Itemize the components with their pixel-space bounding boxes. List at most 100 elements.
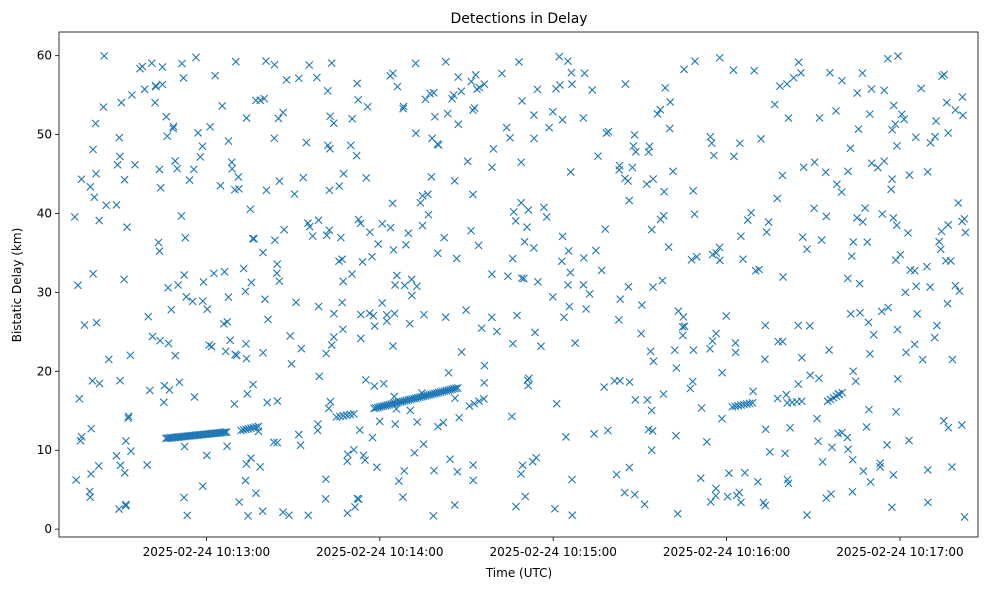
data-point — [474, 241, 483, 250]
data-point — [169, 122, 178, 131]
data-point — [640, 500, 649, 509]
data-point — [465, 402, 474, 411]
data-point — [524, 381, 533, 390]
data-point — [653, 109, 662, 118]
data-point — [851, 377, 860, 386]
data-point — [748, 398, 757, 407]
data-point — [797, 353, 806, 362]
data-point — [770, 100, 779, 109]
data-point — [709, 151, 718, 160]
data-point — [286, 331, 295, 340]
data-point — [95, 216, 104, 225]
x-tick-label: 2025-02-24 10:16:00 — [663, 545, 790, 559]
data-point — [169, 124, 178, 133]
data-point — [454, 120, 463, 129]
data-point — [325, 186, 334, 195]
data-point — [724, 469, 733, 478]
data-point — [375, 417, 384, 426]
data-point — [405, 319, 414, 328]
data-point — [173, 164, 182, 173]
data-point — [467, 226, 475, 235]
data-point — [864, 318, 873, 327]
data-point — [285, 511, 294, 520]
data-point — [227, 158, 236, 167]
data-point — [158, 80, 167, 89]
data-point — [314, 302, 323, 311]
data-point — [670, 346, 679, 355]
data-point — [778, 171, 787, 180]
data-point — [735, 139, 744, 148]
data-point — [687, 255, 696, 264]
data-point — [877, 307, 886, 316]
data-point — [690, 57, 699, 66]
data-point — [155, 247, 164, 256]
data-point — [416, 198, 425, 207]
data-point — [892, 141, 901, 150]
data-point — [861, 204, 870, 213]
data-point — [743, 216, 752, 225]
data-point — [552, 399, 561, 408]
data-point — [361, 375, 370, 384]
data-point — [844, 167, 852, 176]
data-point — [892, 407, 901, 416]
data-point — [76, 436, 85, 445]
data-point — [631, 395, 640, 404]
data-point — [327, 340, 336, 349]
data-point — [365, 228, 374, 237]
y-tick-label: 50 — [37, 128, 52, 142]
data-point — [302, 138, 311, 147]
data-point — [828, 443, 836, 452]
data-point — [947, 462, 956, 471]
data-point — [852, 213, 861, 222]
data-point — [290, 190, 299, 199]
data-point — [418, 191, 427, 200]
data-point — [507, 412, 516, 421]
data-point — [304, 511, 313, 520]
data-point — [239, 425, 248, 434]
data-point — [361, 456, 370, 465]
data-point — [944, 128, 953, 137]
data-point — [802, 245, 811, 254]
x-axis-label: Time (UTC) — [485, 566, 552, 580]
data-point — [151, 98, 160, 107]
data-point — [892, 221, 901, 230]
x-tick-label: 2025-02-24 10:14:00 — [316, 545, 443, 559]
data-point — [902, 348, 911, 357]
data-point — [356, 334, 365, 343]
data-point — [156, 336, 165, 345]
data-point — [335, 257, 343, 266]
data-point — [321, 494, 330, 503]
data-point — [620, 488, 629, 497]
data-point — [712, 329, 721, 338]
data-point — [760, 355, 769, 364]
data-point — [625, 196, 634, 205]
data-point — [665, 124, 674, 133]
data-point — [876, 462, 885, 471]
data-point — [961, 228, 970, 237]
data-point — [568, 80, 577, 89]
data-point — [601, 225, 610, 234]
data-point — [418, 221, 427, 230]
data-point — [918, 355, 927, 364]
data-point — [336, 233, 345, 242]
data-point — [647, 225, 656, 234]
data-point — [672, 431, 680, 440]
plot-area — [58, 31, 979, 538]
data-point — [410, 448, 419, 457]
data-point — [849, 237, 858, 246]
data-point — [325, 226, 334, 235]
data-point — [248, 234, 257, 243]
data-point — [399, 104, 408, 113]
data-point — [615, 165, 624, 174]
data-point — [242, 354, 251, 363]
data-point — [148, 332, 157, 341]
data-point — [323, 141, 332, 150]
data-point — [537, 342, 546, 351]
data-point — [565, 302, 574, 311]
data-point — [419, 310, 428, 319]
data-point — [120, 175, 129, 184]
data-point — [812, 414, 821, 423]
data-point — [508, 339, 517, 348]
data-point — [880, 157, 889, 166]
data-point — [463, 157, 472, 166]
